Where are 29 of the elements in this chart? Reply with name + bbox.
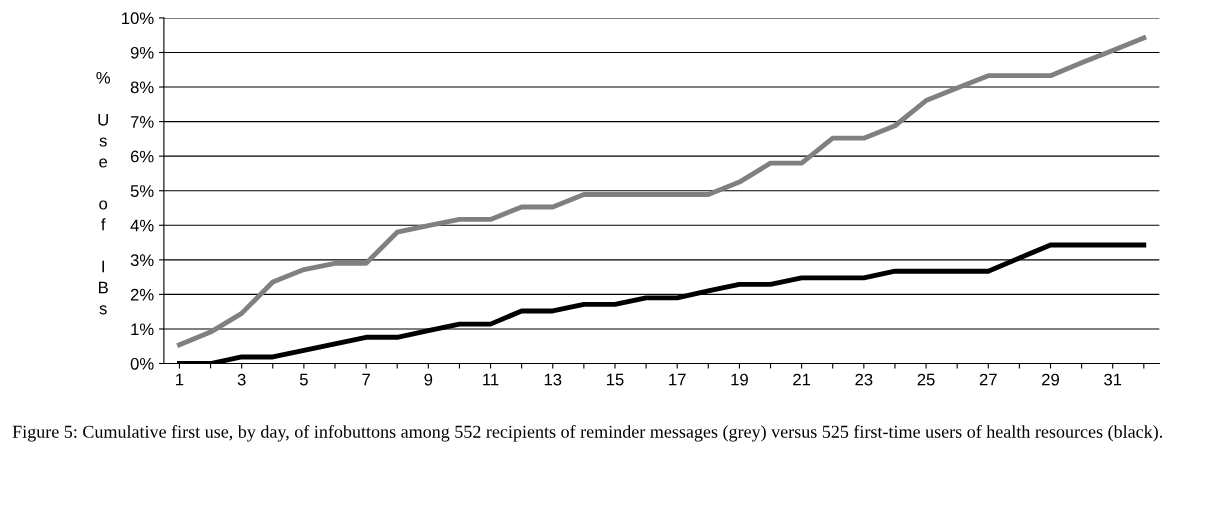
text: % Use of IBs bbox=[96, 71, 111, 315]
x-tick-label: 9 bbox=[424, 373, 433, 386]
x-tick-label: 29 bbox=[1042, 373, 1059, 386]
y-tick-label: 8% bbox=[130, 81, 154, 94]
x-tick-label: 19 bbox=[731, 373, 748, 386]
y-tick-label: 5% bbox=[130, 185, 154, 197]
y-tick-label: 2% bbox=[130, 288, 154, 301]
x-tick-label: 23 bbox=[855, 373, 873, 386]
y-tick-label: 9% bbox=[130, 46, 154, 59]
x-tick-label: 3 bbox=[237, 373, 246, 386]
x-tick-label: 1 bbox=[176, 373, 184, 386]
x-tick-label: 25 bbox=[917, 373, 935, 386]
y-tick-label: 4% bbox=[130, 219, 154, 232]
x-tick-label: 11 bbox=[483, 373, 499, 386]
y-tick-label: 7% bbox=[130, 116, 154, 128]
y-tick-label: 3% bbox=[130, 254, 154, 267]
x-tick-label: 21 bbox=[793, 373, 811, 386]
x-tick-label: 31 bbox=[1104, 373, 1122, 386]
x-tick-label: 27 bbox=[979, 373, 997, 386]
y-tick-label: 0% bbox=[130, 357, 154, 370]
caption: Figure 5: Cumulative first use, by day, of infobuttons among 552 recipients of reminder messages (grey) versus 525 first-time users of health resources (black). bbox=[12, 424, 1163, 442]
x-tick-label: 7 bbox=[362, 373, 370, 386]
y-tick-label: 10% bbox=[122, 12, 154, 25]
x-tick-label: 15 bbox=[606, 373, 624, 386]
y-tick-label: 6% bbox=[130, 150, 154, 163]
x-tick-label: 5 bbox=[299, 373, 308, 386]
x-tick-label: 17 bbox=[669, 373, 686, 386]
y-tick-label: 1% bbox=[131, 323, 154, 336]
x-tick-label: 13 bbox=[544, 373, 562, 386]
